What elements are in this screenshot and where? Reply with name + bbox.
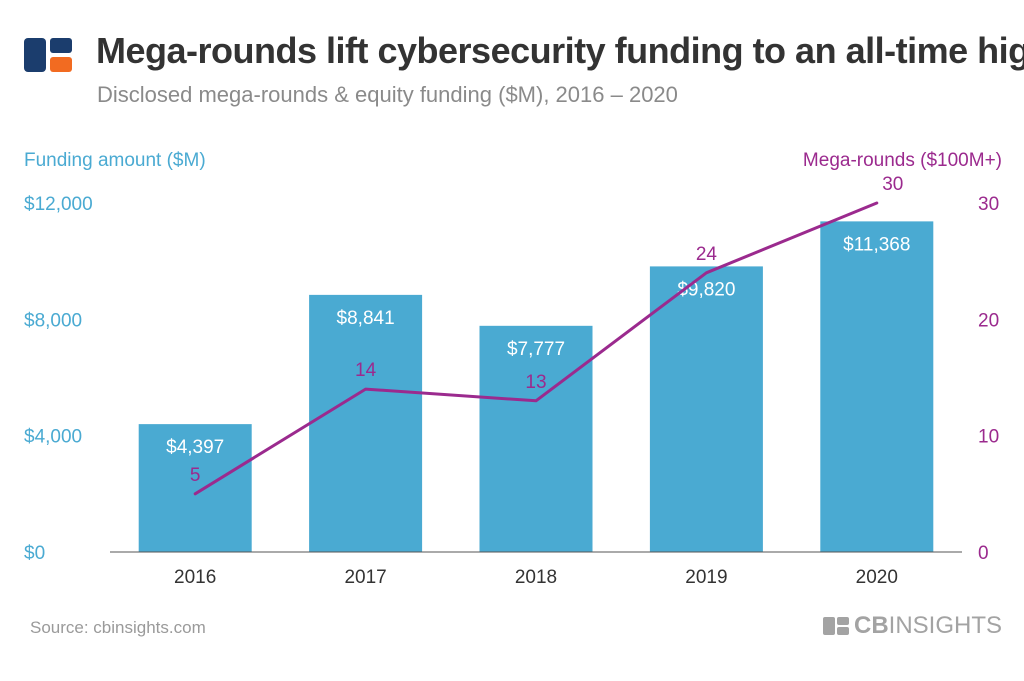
line-value-label: 24 <box>696 244 718 265</box>
bar-2016 <box>138 424 252 552</box>
left-tick-label: $12,000 <box>24 194 93 215</box>
bar-value-labels: $4,397$8,841$7,777$9,820$11,368 <box>166 234 910 458</box>
right-axis-ticks: 0 10 20 30 <box>978 194 999 564</box>
bar-2019 <box>649 266 763 552</box>
bar-2018 <box>479 325 593 552</box>
brand-cb: CB <box>853 612 889 639</box>
right-tick-label: 20 <box>978 310 999 331</box>
line-value-label: 5 <box>190 465 201 486</box>
x-tick-label: 2016 <box>174 567 216 588</box>
right-tick-label: 10 <box>978 427 999 448</box>
chart-title: Mega-rounds lift cybersecurity funding t… <box>96 30 1024 71</box>
cb-insights-logo-icon <box>24 38 72 72</box>
bar-value-label: $7,777 <box>507 339 565 360</box>
left-tick-label: $4,000 <box>24 427 82 448</box>
brand-wordmark: CB INSIGHTS <box>822 612 1002 640</box>
bar-value-label: $8,841 <box>337 308 395 329</box>
x-axis-ticks: 2016 2017 2018 2019 2020 <box>174 567 898 588</box>
line-value-labels: 5 14 13 24 30 <box>190 174 903 486</box>
x-tick-label: 2018 <box>515 567 557 588</box>
bar-2020 <box>820 221 934 552</box>
x-tick-label: 2020 <box>856 567 898 588</box>
line-value-label: 14 <box>355 360 377 381</box>
line-value-label: 30 <box>882 174 903 195</box>
bar-2017 <box>309 294 423 552</box>
brand-insights: INSIGHTS <box>888 612 1002 639</box>
bar-value-label: $11,368 <box>843 234 910 255</box>
source-text: Source: cbinsights.com <box>30 618 206 637</box>
logo-top-right-block <box>50 38 72 53</box>
right-tick-label: 30 <box>978 194 999 215</box>
left-axis-title: Funding amount ($M) <box>24 150 206 171</box>
brand-icon <box>822 617 849 635</box>
x-tick-label: 2017 <box>344 567 386 588</box>
right-tick-label: 0 <box>978 543 989 564</box>
bar-value-label: $4,397 <box>166 437 224 458</box>
right-axis-title: Mega-rounds ($100M+) <box>802 150 1002 171</box>
line-value-label: 13 <box>525 372 546 393</box>
left-tick-label: $8,000 <box>24 310 82 331</box>
x-tick-label: 2019 <box>685 567 727 588</box>
logo-left-block <box>24 38 46 72</box>
left-axis-ticks: $0 $4,000 $8,000 $12,000 <box>24 194 93 564</box>
logo-bottom-right-block <box>50 57 72 72</box>
chart-subtitle: Disclosed mega-rounds & equity funding (… <box>97 82 678 107</box>
mega-rounds-line <box>193 201 879 496</box>
left-tick-label: $0 <box>24 543 45 564</box>
funding-bars <box>138 221 934 552</box>
